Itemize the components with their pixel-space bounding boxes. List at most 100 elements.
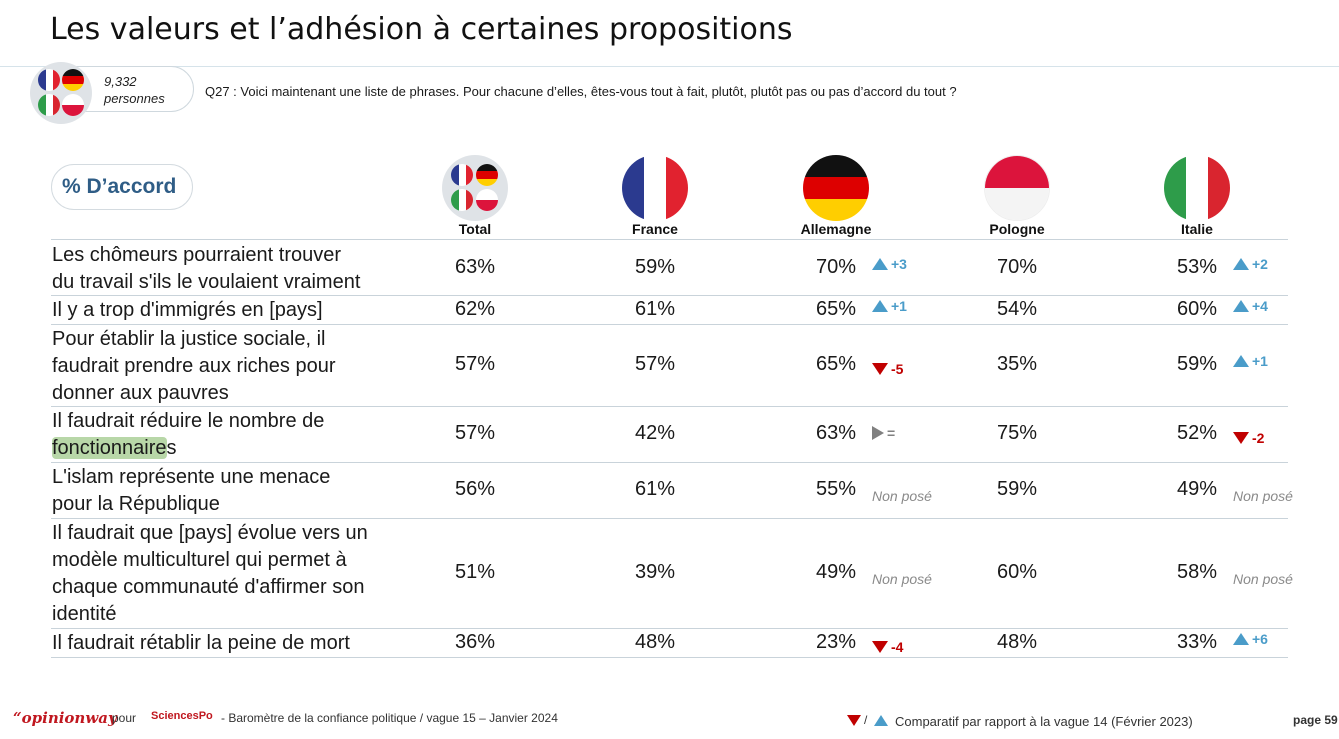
value-allemagne: 70% — [815, 255, 857, 278]
row-label: Il y a trop d'immigrés en [pays] — [52, 297, 323, 324]
value-pologne: 54% — [996, 297, 1038, 320]
delta-text: Non posé — [1233, 571, 1293, 587]
legend-text: Comparatif par rapport à la vague 14 (Fé… — [895, 714, 1193, 729]
row-label-line: pour la République — [52, 493, 220, 515]
total-flags-icon — [442, 155, 508, 221]
row-label-line: L'islam représente une menace — [52, 466, 331, 488]
row-divider — [51, 406, 1288, 407]
decrease-icon — [1233, 432, 1249, 444]
row-label-line: chaque communauté d'affirmer son — [52, 576, 365, 598]
row-label-line: fonctionnaires — [52, 435, 324, 462]
poland-flag-icon — [476, 189, 498, 211]
delta-it: +1 — [1233, 353, 1268, 369]
delta-de: = — [872, 425, 895, 441]
footer-source: - Baromètre de la confiance politique / … — [221, 711, 558, 725]
value-pologne: 75% — [996, 422, 1038, 444]
delta-it: Non posé — [1233, 571, 1293, 587]
question-text: Q27 : Voici maintenant une liste de phra… — [205, 84, 957, 99]
value-total: 62% — [454, 297, 496, 320]
row-label-line: Il y a trop d'immigrés en [pays] — [52, 299, 323, 321]
row-label-line: Il faudrait rétablir la peine de mort — [52, 632, 350, 654]
delta-text: +6 — [1252, 630, 1268, 647]
delta-de: +1 — [872, 298, 907, 314]
stable-icon — [872, 426, 884, 440]
poland-flag-icon — [984, 155, 1050, 221]
row-label: Il faudrait réduire le nombre de fonction… — [52, 408, 324, 462]
value-france: 61% — [634, 478, 676, 500]
italy-flag-icon — [38, 94, 60, 116]
delta-it: +6 — [1233, 631, 1268, 647]
delta-text: Non posé — [872, 488, 932, 504]
delta-it: Non posé — [1233, 488, 1293, 504]
value-italie: 33% — [1176, 630, 1218, 653]
value-france: 57% — [634, 353, 676, 375]
title-divider — [0, 66, 1339, 67]
value-france: 39% — [634, 561, 676, 583]
value-total: 36% — [454, 630, 496, 653]
delta-text: Non posé — [872, 571, 932, 587]
row-divider — [51, 295, 1288, 296]
italy-flag-icon — [451, 189, 473, 211]
france-flag-icon — [451, 164, 473, 186]
row-label-line: modèle multiculturel qui permet à — [52, 549, 347, 571]
column-header-total: Total — [458, 221, 492, 237]
row-label-line: Pour établir la justice sociale, il — [52, 327, 326, 350]
value-total: 56% — [454, 478, 496, 500]
sample-count-unit: personnes — [104, 91, 165, 106]
row-label: L'islam représente une menace pour la Rép… — [52, 464, 330, 518]
row-label: Il faudrait rétablir la peine de mort — [52, 630, 350, 657]
france-flag-icon — [622, 155, 688, 221]
delta-de: -4 — [872, 639, 903, 655]
value-pologne: 35% — [996, 353, 1038, 375]
value-pologne: 59% — [996, 478, 1038, 500]
row-divider — [51, 239, 1288, 240]
page-title: Les valeurs et l’adhésion à certaines pr… — [50, 12, 793, 47]
increase-icon — [1233, 299, 1249, 312]
germany-flag-icon — [62, 69, 84, 91]
delta-text: = — [887, 425, 896, 441]
value-total: 63% — [454, 255, 496, 278]
delta-it: +4 — [1233, 298, 1268, 314]
increase-icon — [1233, 257, 1249, 270]
delta-text: -4 — [891, 638, 904, 655]
delta-text: +2 — [1252, 255, 1268, 272]
delta-text: +3 — [891, 255, 907, 272]
value-total: 51% — [454, 561, 496, 583]
value-italie: 59% — [1176, 353, 1218, 375]
opinionway-logo: “opinionway — [13, 709, 117, 727]
value-allemagne: 65% — [815, 353, 857, 375]
poland-flag-icon — [62, 94, 84, 116]
row-label-line: identité — [52, 603, 117, 625]
value-france: 42% — [634, 422, 676, 444]
value-italie: 60% — [1176, 297, 1218, 320]
value-pologne: 60% — [996, 561, 1038, 583]
increase-icon — [872, 299, 888, 312]
increase-icon — [1233, 355, 1249, 367]
delta-text: Non posé — [1233, 488, 1293, 504]
value-allemagne: 23% — [815, 630, 857, 653]
column-header-pologne: Pologne — [989, 221, 1045, 237]
delta-text: -2 — [1252, 430, 1265, 446]
row-label: Les chômeurs pourraient trouver du travai… — [52, 242, 360, 296]
delta-de: +3 — [872, 256, 907, 272]
row-label-line: Les chômeurs pourraient trouver — [52, 243, 342, 266]
delta-text: +4 — [1252, 297, 1268, 314]
value-italie: 52% — [1176, 422, 1218, 444]
row-label: Pour établir la justice sociale, il faudr… — [52, 326, 336, 407]
value-italie: 53% — [1176, 255, 1218, 278]
column-header-italie: Italie — [1181, 221, 1213, 237]
column-header-france: France — [632, 221, 678, 237]
footer-pour: pour — [112, 711, 137, 725]
row-divider — [51, 462, 1288, 463]
sample-count: 9,332 personnes — [104, 73, 165, 107]
page-number: page 59 — [1293, 713, 1338, 727]
row-divider — [51, 518, 1288, 519]
germany-flag-icon — [803, 155, 869, 221]
sciencespo-logo: SciencesPo — [151, 710, 213, 722]
delta-de: Non posé — [872, 488, 932, 504]
row-divider — [51, 657, 1288, 658]
delta-it: -2 — [1233, 430, 1264, 446]
value-france: 61% — [634, 297, 676, 320]
increase-icon — [872, 257, 888, 270]
value-allemagne: 49% — [815, 561, 857, 583]
